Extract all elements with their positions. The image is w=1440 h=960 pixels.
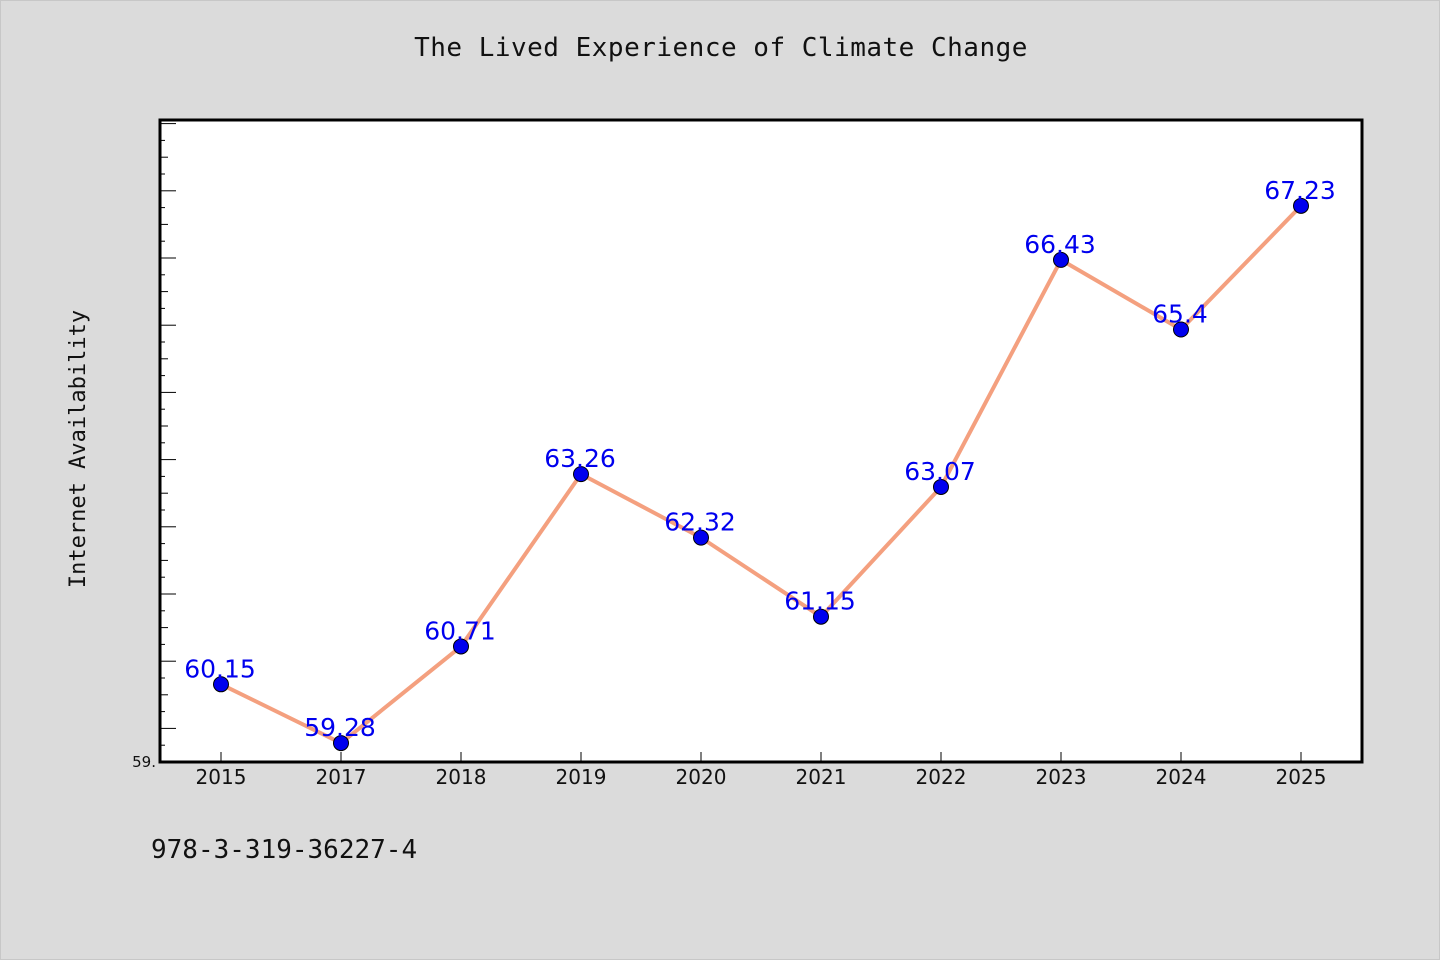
x-tick-label: 2021 xyxy=(796,765,847,789)
data-point xyxy=(573,466,589,483)
data-label: 62.32 xyxy=(664,508,736,537)
data-point xyxy=(813,608,829,625)
chart-title: The Lived Experience of Climate Change xyxy=(414,33,1028,63)
x-tick-label: 2018 xyxy=(436,765,487,789)
data-label: 60.15 xyxy=(184,654,256,683)
data-point xyxy=(453,638,469,655)
plot-area xyxy=(158,118,1364,764)
x-tick-label: 2017 xyxy=(316,765,367,789)
data-label: 60.71 xyxy=(424,616,496,645)
x-tick-label: 2022 xyxy=(916,765,967,789)
series: 60.15 59.28 60.71 63.26 62.32 61.15 63.07 66.43… xyxy=(184,176,1336,752)
data-label: 63.07 xyxy=(904,457,976,486)
x-tick-label: 2023 xyxy=(1036,765,1087,789)
footer-code: 978-3-319-36227-4 xyxy=(151,835,418,865)
data-point xyxy=(213,676,229,693)
data-point xyxy=(1293,197,1309,214)
x-tick-label: 2020 xyxy=(676,765,727,789)
data-point xyxy=(1173,321,1189,338)
x-tick-label: 2025 xyxy=(1276,765,1327,789)
data-label: 61.15 xyxy=(784,587,856,616)
series-line xyxy=(220,204,1303,746)
data-point xyxy=(693,529,709,546)
x-tick-label: 2019 xyxy=(556,765,607,789)
x-tick-label: 2024 xyxy=(1156,765,1207,789)
data-point xyxy=(333,735,349,752)
data-label: 59.28 xyxy=(304,713,376,742)
data-label: 63.26 xyxy=(544,444,616,473)
data-label: 66.43 xyxy=(1024,230,1096,259)
x-tick-label: 2015 xyxy=(196,765,247,789)
data-point xyxy=(933,478,949,495)
y-axis-minor-ticks xyxy=(160,123,176,746)
data-label: 67.23 xyxy=(1264,176,1336,205)
x-axis-ticks: 2015 2017 2018 2019 2020 2021 2022 2023 2024 2025 xyxy=(196,752,1327,789)
y-tick-label: 59. xyxy=(132,753,156,771)
y-axis-label: Internet Availability xyxy=(66,310,91,588)
data-point xyxy=(1053,251,1069,268)
data-label: 65.4 xyxy=(1152,299,1208,328)
